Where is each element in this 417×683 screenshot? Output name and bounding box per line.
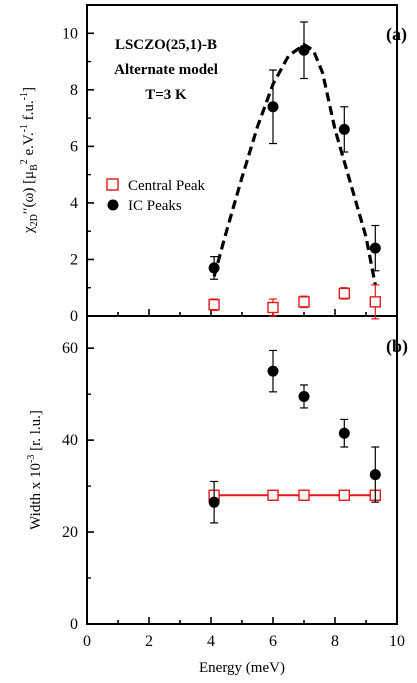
data-point-ic-peaks — [338, 427, 350, 439]
y-tick-label-a: 10 — [62, 25, 78, 42]
x-tick-label: 0 — [83, 633, 91, 650]
data-point-central-peak — [298, 296, 310, 308]
panel-b-frame — [86, 315, 398, 625]
panel-b-label: (b) — [386, 336, 408, 357]
y-tick-label-a: 8 — [70, 82, 78, 99]
data-point-central-peak — [298, 489, 310, 501]
data-point-central-peak — [369, 296, 381, 308]
y-tick-label-a: 0 — [70, 308, 78, 325]
x-tick-label: 8 — [331, 633, 339, 650]
legend-central-peak-marker — [106, 178, 119, 191]
data-point-ic-peaks — [369, 242, 381, 254]
x-tick-label: 2 — [145, 633, 153, 650]
data-point-ic-peaks — [338, 123, 350, 135]
data-point-ic-peaks — [208, 262, 220, 274]
y-tick-label-a: 6 — [70, 138, 78, 155]
y-tick-label-b: 40 — [62, 432, 78, 449]
data-point-central-peak — [208, 298, 220, 311]
annotation-model: Alternate model — [114, 62, 218, 78]
panel-a-plot: 0 2 4 6 8 10 — [62, 21, 381, 325]
y-tick-label-b: 20 — [62, 524, 78, 541]
annotation-temperature: T=3 K — [145, 87, 187, 103]
data-point-ic-peaks — [298, 390, 310, 402]
data-point-central-peak — [338, 287, 350, 300]
legend-ic-peaks-marker — [107, 199, 119, 211]
x-tick-label: 6 — [269, 633, 277, 650]
data-point-central-peak — [338, 489, 350, 501]
data-point-ic-peaks — [267, 101, 279, 113]
data-point-ic-peaks — [298, 44, 310, 56]
fit-curve-dashed — [212, 42, 377, 286]
x-tick-label: 4 — [207, 633, 215, 650]
x-axis-title: Energy (meV) — [199, 660, 285, 676]
data-point-ic-peaks — [267, 365, 279, 377]
panel-b-y-axis-title: Width x 10-3 [r. l.u.] — [26, 410, 44, 530]
data-point-central-peak — [267, 489, 279, 501]
panel-a-y-axis-title: χ2D′′(ω) [μB2 e.V.-1 f.u.-1] — [19, 87, 40, 234]
data-point-central-peak — [267, 301, 279, 314]
panel-b-plot: 0 2 4 6 8 10 0 20 40 60 — [62, 340, 405, 650]
annotation-sample: LSCZO(25,1)-B — [115, 37, 217, 53]
data-point-ic-peaks — [369, 469, 381, 481]
panel-a-label: (a) — [386, 24, 407, 45]
legend-ic-peaks-label: IC Peaks — [128, 198, 182, 214]
y-tick-label-a: 4 — [70, 195, 78, 212]
y-tick-label-b: 0 — [70, 616, 78, 633]
y-tick-label-a: 2 — [70, 251, 78, 268]
legend-central-peak-label: Central Peak — [128, 178, 206, 194]
x-tick-label: 10 — [389, 633, 405, 650]
y-tick-label-b: 60 — [62, 340, 78, 357]
data-point-ic-peaks — [208, 496, 220, 508]
